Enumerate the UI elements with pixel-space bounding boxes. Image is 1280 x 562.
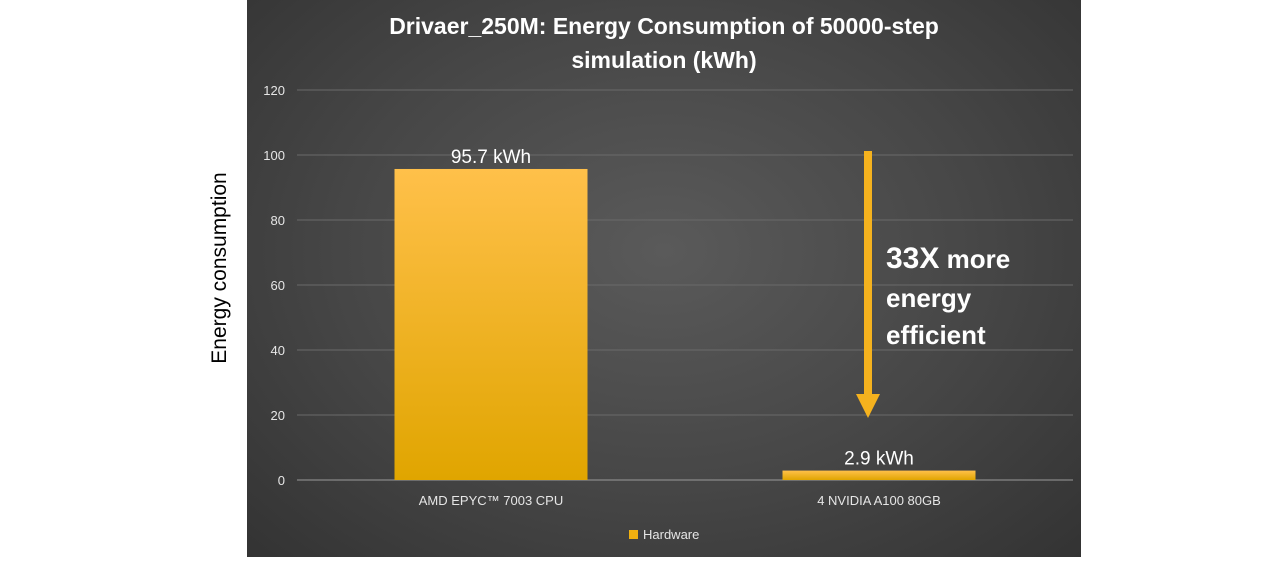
legend-label: Hardware	[643, 527, 699, 542]
chart-panel: Drivaer_250M: Energy Consumption of 5000…	[247, 0, 1081, 557]
annotation-text-line-3: efficient	[886, 320, 986, 350]
legend: Hardware	[629, 527, 699, 542]
y-tick-label: 20	[271, 408, 285, 423]
annotation-text-line-2: energy	[886, 283, 972, 313]
annotation-arrow-shaft	[864, 151, 872, 396]
data-label: 95.7 kWh	[451, 147, 531, 168]
chart-title-line-2: simulation (kWh)	[571, 47, 756, 73]
annotation-bold: 33X	[886, 242, 939, 275]
y-tick-label: 120	[263, 83, 285, 98]
y-tick-label: 100	[263, 148, 285, 163]
y-tick-label: 40	[271, 343, 285, 358]
annotation-text-line-1: 33X more	[886, 242, 1010, 275]
annotation-arrow-head	[856, 394, 880, 418]
x-tick-label: AMD EPYC™ 7003 CPU	[419, 493, 564, 508]
bar-chart: Drivaer_250M: Energy Consumption of 5000…	[263, 13, 1073, 542]
annotation-rest: more	[939, 244, 1010, 274]
bar	[782, 470, 976, 480]
data-label: 2.9 kWh	[844, 449, 914, 470]
x-tick-label: 4 NVIDIA A100 80GB	[817, 493, 941, 508]
y-axis-label: Energy consumption	[208, 172, 231, 363]
legend-swatch	[629, 530, 638, 539]
bar	[394, 168, 588, 480]
chart-title-line-1: Drivaer_250M: Energy Consumption of 5000…	[389, 13, 939, 39]
y-tick-label: 0	[278, 473, 285, 488]
y-tick-label: 80	[271, 213, 285, 228]
y-tick-label: 60	[271, 278, 285, 293]
